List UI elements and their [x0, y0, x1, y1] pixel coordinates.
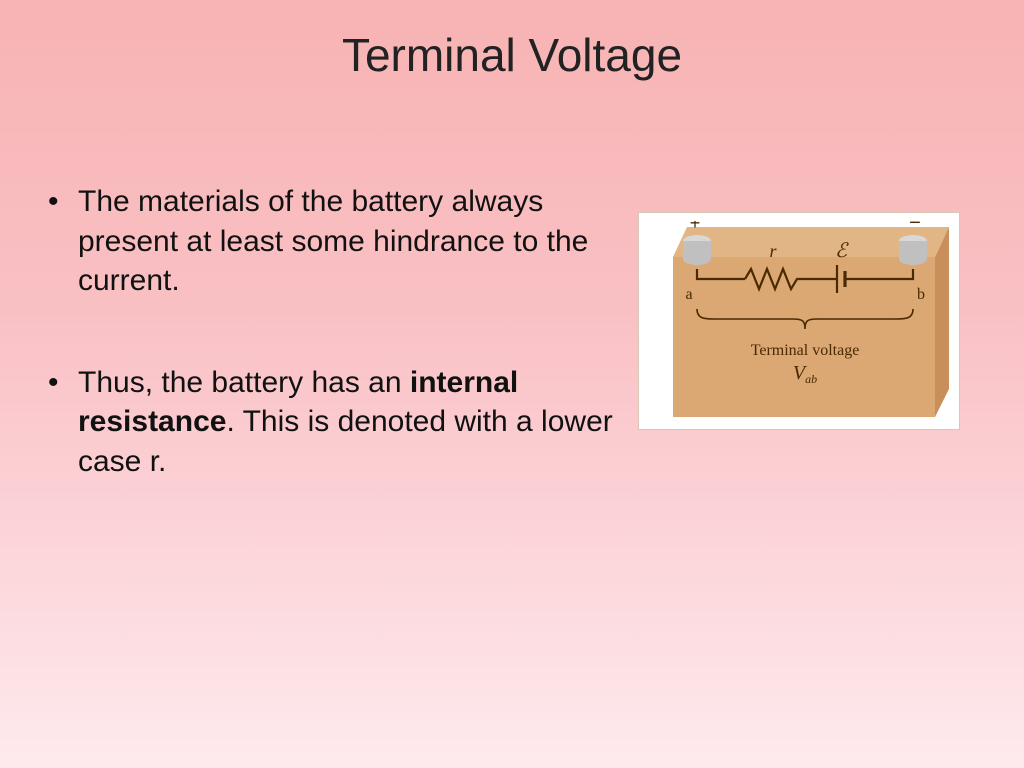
bullet-text: The materials of the battery always pres… — [78, 185, 588, 297]
svg-text:−: − — [909, 221, 921, 234]
bullet-text: Thus, the battery has an — [78, 366, 410, 399]
bullet-list: The materials of the battery always pres… — [48, 182, 638, 544]
svg-text:ℰ: ℰ — [835, 240, 849, 262]
svg-text:+: + — [690, 221, 701, 233]
battery-diagram: + − r ℰ a b Terminal voltage Vab — [638, 212, 960, 430]
bullet-item: The materials of the battery always pres… — [48, 182, 618, 301]
svg-text:b: b — [917, 286, 925, 303]
svg-text:r: r — [769, 241, 777, 261]
circuit-diagram-svg: + − r ℰ a b Terminal voltage Vab — [645, 221, 955, 421]
diagram-container: + − r ℰ a b Terminal voltage Vab — [638, 182, 994, 430]
page-title: Terminal Voltage — [0, 0, 1024, 82]
svg-text:Terminal voltage: Terminal voltage — [751, 342, 860, 359]
svg-text:a: a — [685, 286, 692, 303]
bullet-item: Thus, the battery has an internal resist… — [48, 363, 618, 482]
content-area: The materials of the battery always pres… — [0, 82, 1024, 544]
